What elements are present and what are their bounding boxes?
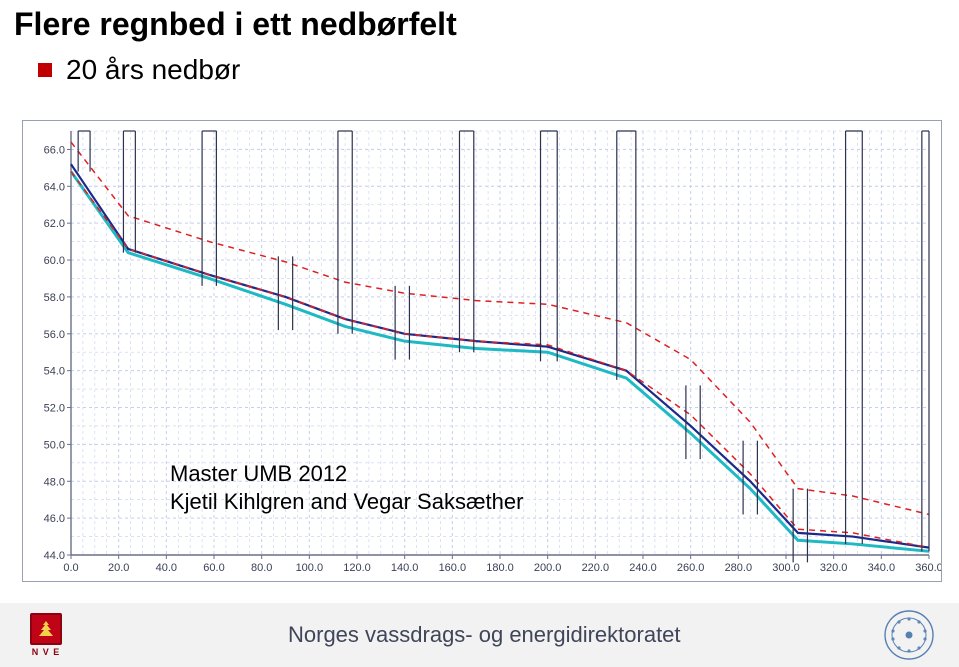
svg-text:60.0: 60.0: [203, 562, 224, 574]
svg-text:340.0: 340.0: [868, 562, 896, 574]
svg-text:200.0: 200.0: [534, 562, 562, 574]
caption-line-1: Master UMB 2012: [170, 461, 347, 486]
umb-seal-icon: [881, 607, 937, 663]
svg-text:56.0: 56.0: [44, 329, 65, 341]
caption-line-2: Kjetil Kihlgren and Vegar Saksæther: [170, 489, 523, 514]
bullet-item: 20 års nedbør: [38, 54, 240, 86]
svg-text:44.0: 44.0: [44, 550, 65, 562]
svg-text:280.0: 280.0: [725, 562, 753, 574]
svg-text:100.0: 100.0: [296, 562, 324, 574]
svg-text:300.0: 300.0: [772, 562, 800, 574]
svg-text:40.0: 40.0: [156, 562, 177, 574]
svg-text:220.0: 220.0: [582, 562, 610, 574]
bullet-text: 20 års nedbør: [66, 54, 240, 86]
svg-text:360.0: 360.0: [915, 562, 941, 574]
svg-text:240.0: 240.0: [629, 562, 657, 574]
nve-logo-label: N V E: [32, 647, 61, 657]
footer-bar: N V E Norges vassdrags- og energidirekto…: [0, 603, 959, 667]
svg-text:20.0: 20.0: [108, 562, 129, 574]
svg-text:60.0: 60.0: [44, 255, 65, 267]
nve-badge-icon: [30, 613, 62, 645]
page-title: Flere regnbed i ett nedbørfelt: [14, 6, 457, 43]
svg-text:180.0: 180.0: [486, 562, 514, 574]
svg-text:64.0: 64.0: [44, 181, 65, 193]
svg-text:160.0: 160.0: [439, 562, 467, 574]
svg-text:54.0: 54.0: [44, 366, 65, 378]
svg-text:80.0: 80.0: [251, 562, 272, 574]
svg-text:320.0: 320.0: [820, 562, 848, 574]
svg-text:48.0: 48.0: [44, 476, 65, 488]
svg-text:120.0: 120.0: [343, 562, 371, 574]
footer-text: Norges vassdrags- og energidirektoratet: [288, 622, 681, 648]
chart-caption: Master UMB 2012 Kjetil Kihlgren and Vega…: [170, 460, 523, 515]
svg-text:260.0: 260.0: [677, 562, 705, 574]
svg-text:58.0: 58.0: [44, 292, 65, 304]
svg-text:50.0: 50.0: [44, 439, 65, 451]
svg-text:46.0: 46.0: [44, 513, 65, 525]
nve-logo: N V E: [24, 613, 68, 657]
svg-text:62.0: 62.0: [44, 218, 65, 230]
svg-text:52.0: 52.0: [44, 403, 65, 415]
svg-text:66.0: 66.0: [44, 144, 65, 156]
svg-text:140.0: 140.0: [391, 562, 419, 574]
bullet-marker-icon: [38, 63, 52, 77]
svg-text:0.0: 0.0: [63, 562, 78, 574]
